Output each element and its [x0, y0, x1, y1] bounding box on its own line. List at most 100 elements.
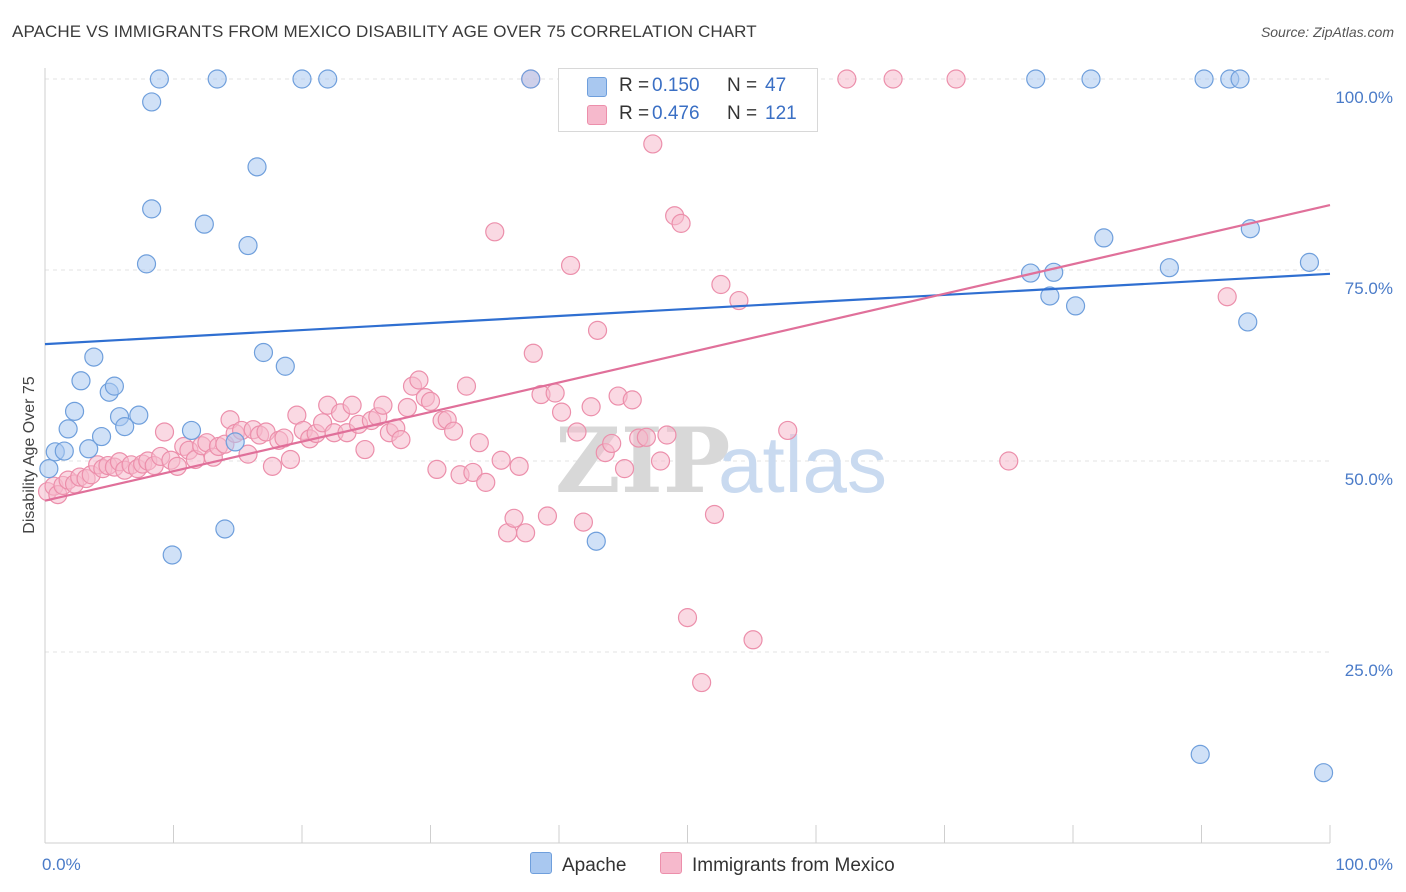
mexico-point: [154, 422, 175, 442]
mexico-point: [485, 222, 505, 242]
stats-legend: R = 0.150 N = 47 R = 0.476 N = 121: [558, 68, 818, 132]
mexico-point: [342, 395, 362, 415]
mexico-n-label: N =: [727, 103, 758, 124]
apache-point: [54, 441, 74, 461]
mexico-point: [456, 376, 477, 396]
apache-point: [207, 69, 227, 89]
apache-point: [129, 405, 149, 425]
mexico-point: [537, 506, 558, 526]
apache-point: [1194, 69, 1214, 89]
apache-point: [142, 199, 162, 219]
apache-point: [136, 254, 157, 274]
apache-point: [586, 531, 606, 551]
apache-point: [1238, 312, 1258, 332]
mexico-point: [650, 451, 671, 471]
legend-row-mexico: R = 0.476 N = 121: [559, 101, 817, 129]
mexico-point: [614, 459, 635, 479]
apache-point: [79, 439, 99, 459]
apache-point: [115, 417, 135, 437]
apache-point: [253, 342, 274, 363]
mexico-point: [573, 512, 594, 532]
mexico-point: [643, 134, 663, 154]
apache-r-value: 0.150: [652, 75, 700, 96]
apache-point: [318, 69, 338, 89]
chart-title: APACHE VS IMMIGRANTS FROM MEXICO DISABIL…: [12, 22, 757, 41]
mexico-point: [515, 523, 536, 543]
mexico-r-value: 0.476: [652, 103, 700, 124]
bottom-legend-mexico: Immigrants from Mexico: [660, 852, 895, 877]
apache-point: [64, 401, 85, 421]
mexico-point: [837, 69, 857, 89]
mexico-point: [504, 508, 524, 528]
mexico-point: [463, 462, 483, 483]
mexico-n-value: 121: [765, 103, 797, 124]
mexico-point: [671, 213, 691, 233]
legend-row-apache: R = 0.150 N = 47: [559, 73, 817, 101]
mexico-point: [883, 69, 903, 89]
mexico-point: [567, 422, 587, 442]
mexico-point: [636, 427, 656, 447]
apache-point: [1159, 258, 1179, 278]
y-tick-label: 50.0%: [1345, 470, 1393, 489]
apache-legend-swatch: [530, 852, 552, 874]
apache-point: [142, 92, 162, 112]
apache-point: [39, 459, 59, 479]
y-tick-label: 100.0%: [1335, 88, 1393, 107]
mexico-point: [692, 672, 712, 693]
mexico-swatch: [587, 105, 607, 125]
mexico-point: [373, 395, 393, 415]
apache-point: [292, 69, 312, 89]
apache-point: [84, 347, 104, 367]
mexico-point: [946, 69, 966, 89]
gridlines: [45, 78, 1330, 653]
watermark-atlas: atlas: [718, 420, 887, 509]
apache-point: [1230, 69, 1250, 89]
mexico-point: [551, 402, 572, 422]
apache-point: [1081, 69, 1101, 89]
mexico-point: [523, 343, 543, 363]
y-tick-labels: 25.0% 50.0% 75.0% 100.0%: [1335, 88, 1393, 680]
watermark-zip: ZIP: [555, 408, 730, 514]
apache-point: [521, 69, 541, 89]
apache-swatch: [587, 77, 607, 97]
mexico-point: [355, 439, 375, 460]
source-label: Source: ZipAtlas.com: [1260, 24, 1394, 40]
mexico-point: [545, 383, 565, 403]
mexico-point: [677, 608, 698, 628]
apache-point: [58, 419, 78, 439]
mexico-point: [587, 320, 608, 340]
mexico-point: [778, 420, 798, 441]
mexico-point: [743, 630, 763, 650]
apache-point: [1313, 763, 1334, 783]
apache-point: [1044, 262, 1064, 282]
mexico-point: [391, 430, 411, 450]
mexico-point: [444, 421, 464, 441]
mexico-point: [262, 456, 283, 476]
apache-trend-line: [44, 272, 1331, 346]
mexico-legend-label: Immigrants from Mexico: [692, 855, 895, 876]
mexico-point: [280, 449, 301, 470]
apache-point: [275, 356, 295, 376]
apache-point: [104, 376, 124, 396]
mexico-point: [622, 390, 642, 410]
y-tick-label: 75.0%: [1345, 279, 1393, 298]
apache-point: [71, 371, 91, 391]
apache-n-value: 47: [765, 75, 787, 96]
x-tick-label-max: 100.0%: [1335, 855, 1393, 874]
apache-point: [1094, 228, 1114, 248]
mexico-point: [427, 459, 447, 480]
apache-point: [1299, 252, 1320, 272]
mexico-point: [999, 451, 1019, 471]
apache-point: [1040, 286, 1060, 306]
mexico-point: [397, 397, 417, 418]
apache-point: [162, 545, 182, 565]
apache-point: [1065, 296, 1086, 316]
mexico-point: [711, 274, 731, 295]
apache-point: [149, 69, 169, 89]
bottom-legend-apache: Apache: [530, 852, 626, 877]
watermark: ZIP atlas: [555, 408, 887, 514]
y-axis-label: Disability Age Over 75: [21, 376, 38, 534]
apache-point: [91, 426, 112, 447]
mexico-point: [409, 370, 429, 390]
